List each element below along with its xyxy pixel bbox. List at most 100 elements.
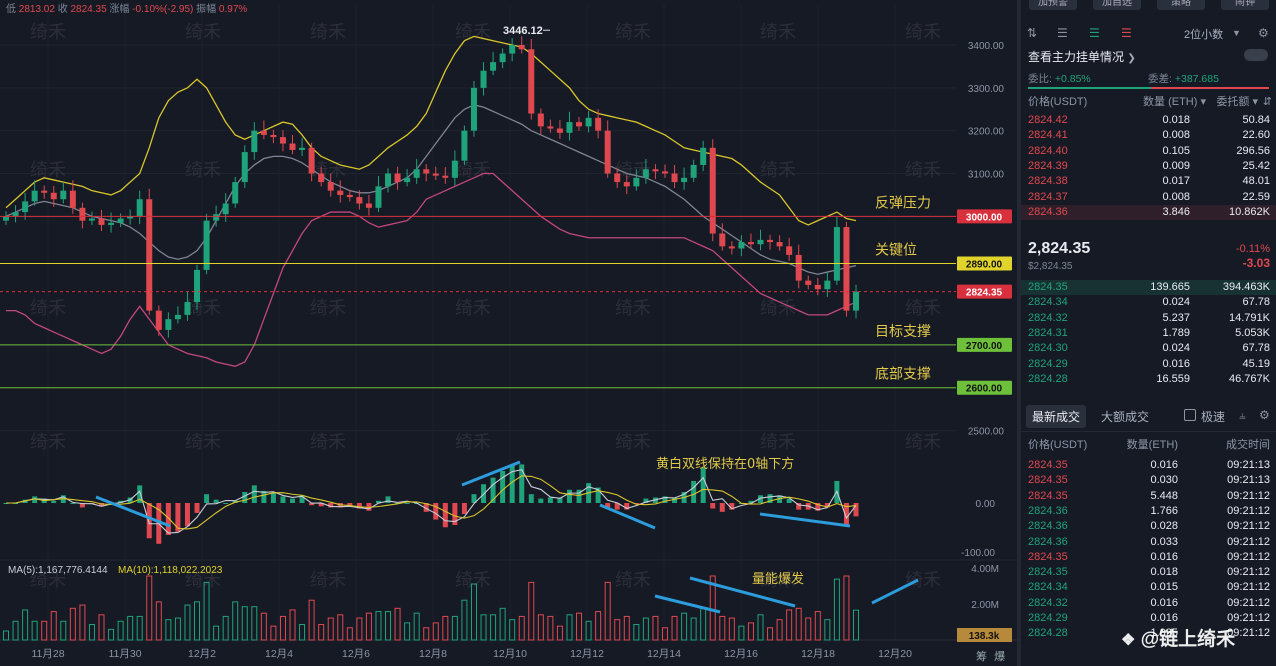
speed-checkbox[interactable] xyxy=(1184,409,1196,421)
macd-histogram-bar xyxy=(299,495,305,503)
candle-body xyxy=(165,319,172,330)
x-tick-label: 12月16 xyxy=(724,648,758,660)
amount-header[interactable]: 委托额 ▾ xyxy=(1216,96,1258,108)
bids-only-icon[interactable]: ☰ xyxy=(1089,26,1100,40)
ask-row[interactable]: 2824.42 0.018 50.84 xyxy=(1021,113,1276,128)
macd-histogram-bar xyxy=(290,498,296,503)
volume-bar xyxy=(289,609,296,641)
volume-annotation: 量能爆发 xyxy=(752,571,804,587)
orderbook-header-row: 价格(USDT) 数量 (ETH) ▾ 委托额 ▾ ⇵ xyxy=(1021,95,1276,110)
price-level-tag-label: 2700.00 xyxy=(966,341,1003,352)
trade-qty: 0.033 xyxy=(1150,535,1178,548)
price-level-tag-label: 2824.35 xyxy=(966,288,1003,299)
watermark-text: 绮禾 xyxy=(30,570,66,591)
main-order-link[interactable]: 查看主力挂单情况 ❯ xyxy=(1028,48,1136,65)
bid-row[interactable]: 2824.30 0.024 67.78 xyxy=(1021,341,1276,356)
volume-bar xyxy=(661,627,668,641)
credit-watermark: ❖ @链上绮禾 xyxy=(1121,624,1235,651)
macd-histogram-bar xyxy=(605,503,611,508)
ask-row[interactable]: 2824.40 0.105 296.56 xyxy=(1021,144,1276,159)
macd-histogram-bar xyxy=(595,487,601,503)
volume-tick-label: 2.00M xyxy=(971,600,999,611)
candle-body xyxy=(127,216,134,219)
ask-row[interactable]: 2824.38 0.017 48.01 xyxy=(1021,174,1276,189)
qty-header[interactable]: 数量 (ETH) ▾ xyxy=(1143,96,1206,108)
ask-row[interactable]: 2824.37 0.008 22.59 xyxy=(1021,190,1276,205)
volume-bar xyxy=(318,624,325,641)
trade-qty: 0.016 xyxy=(1150,459,1178,471)
chart-area[interactable]: 低 2813.02 收 2824.35 涨幅 -0.10%(-2.95) 振幅 … xyxy=(0,0,1017,666)
ask-amount: 22.60 xyxy=(1242,129,1270,142)
watermark-text: 绮禾 xyxy=(615,22,651,43)
sort-icon[interactable]: ⇵ xyxy=(1262,96,1272,108)
candle-body xyxy=(251,130,258,153)
candle-body xyxy=(719,233,726,247)
volume-bar xyxy=(136,615,143,641)
candle-body xyxy=(604,130,611,174)
bid-row[interactable]: 2824.29 0.016 45.19 xyxy=(1021,357,1276,372)
macd-histogram-bar xyxy=(51,500,57,503)
trade-qty: 0.028 xyxy=(1150,520,1178,533)
settings-icon[interactable]: ⚙ xyxy=(1259,408,1270,422)
panel-splitter[interactable] xyxy=(1017,0,1021,666)
tab-large-trades[interactable]: 大额成交 xyxy=(1101,410,1150,424)
watermark-text: 绮禾 xyxy=(30,160,66,181)
trade-time: 09:21:12 xyxy=(1227,627,1270,640)
trades-divider xyxy=(1021,431,1276,432)
alarm-button[interactable]: 闹钟 xyxy=(1221,0,1269,10)
ask-row[interactable]: 2824.39 0.009 25.42 xyxy=(1021,159,1276,174)
strategy-button[interactable]: 策略 xyxy=(1157,0,1205,10)
candle-body xyxy=(652,169,659,172)
price-level-tag xyxy=(957,256,1012,271)
ask-row[interactable]: 2824.36 3.846 10.862K xyxy=(1021,204,1276,221)
ask-row[interactable]: 2824.41 0.008 22.60 xyxy=(1021,128,1276,143)
precision-select[interactable]: 2位小数 xyxy=(1184,29,1224,41)
chart-svg[interactable]: 2500.00 3100.00 3200.00 3300.00 3400.00 11月28… xyxy=(0,0,1017,666)
candle-body xyxy=(50,192,57,200)
ask-price: 2824.37 xyxy=(1028,190,1068,203)
high-marker-label: 3446.12 xyxy=(503,25,543,37)
bid-row[interactable]: 2824.35 139.665 394.463K xyxy=(1021,280,1276,296)
bid-row[interactable]: 2824.32 5.237 14.791K xyxy=(1021,311,1276,326)
bid-row[interactable]: 2824.34 0.024 67.78 xyxy=(1021,295,1276,310)
candle-body xyxy=(700,147,707,165)
bid-row[interactable]: 2824.28 16.559 46.767K xyxy=(1021,372,1276,387)
tab-latest-trades[interactable]: 最新成交 xyxy=(1026,405,1087,428)
both-sides-icon[interactable]: ⇅ xyxy=(1027,26,1038,40)
ask-price: 2824.36 xyxy=(1028,205,1068,218)
watermark-text: 绮禾 xyxy=(455,22,491,43)
ratio-row: 委比: +0.85% xyxy=(1028,71,1091,86)
macd-histogram-bar xyxy=(165,503,171,535)
chip-label[interactable]: 筹 xyxy=(976,651,987,663)
ratio-value: +0.85% xyxy=(1054,73,1091,85)
trade-row: 2824.35 0.030 09:21:13 xyxy=(1021,473,1276,488)
chevron-down-icon[interactable]: ▼ xyxy=(1232,28,1241,38)
candle-body xyxy=(174,314,181,320)
volume-bar xyxy=(375,611,382,641)
explosion-label[interactable]: 爆 xyxy=(994,651,1006,663)
bid-row[interactable]: 2824.31 1.789 5.053K xyxy=(1021,326,1276,341)
trade-time: 09:21:12 xyxy=(1227,489,1270,502)
asks-only-icon[interactable]: ☰ xyxy=(1121,26,1132,40)
candle-body xyxy=(728,246,735,249)
orderbook-toolbar: ⇅ ☰ ☰ ☰ 2位小数 ▼ ⚙ xyxy=(1021,26,1276,42)
candle-body xyxy=(509,44,516,54)
macd-histogram-bar xyxy=(643,498,649,503)
view-toggle-icon[interactable]: ☰ xyxy=(1057,26,1068,40)
settings-icon[interactable]: ⚙ xyxy=(1258,26,1269,40)
macd-histogram-bar xyxy=(223,503,229,504)
main-order-toggle[interactable] xyxy=(1244,49,1268,61)
macd-tick-label: -100.00 xyxy=(961,548,995,559)
add-favorite-button[interactable]: 加自选 xyxy=(1093,0,1141,10)
trend-arrow xyxy=(759,512,851,528)
volume-bar xyxy=(490,614,497,641)
add-alert-button[interactable]: 加预警 xyxy=(1029,0,1077,10)
filter-icon[interactable]: ⫨ xyxy=(1239,408,1246,422)
macd-histogram-bar xyxy=(137,485,143,503)
candle-body xyxy=(805,280,812,285)
candle-body xyxy=(365,203,372,208)
macd-histogram-bar xyxy=(261,490,267,503)
price-header: 价格(USDT) xyxy=(1028,96,1088,108)
volume-bar xyxy=(356,617,363,641)
bottom-label-chips[interactable]: 筹 爆 xyxy=(976,648,1005,664)
